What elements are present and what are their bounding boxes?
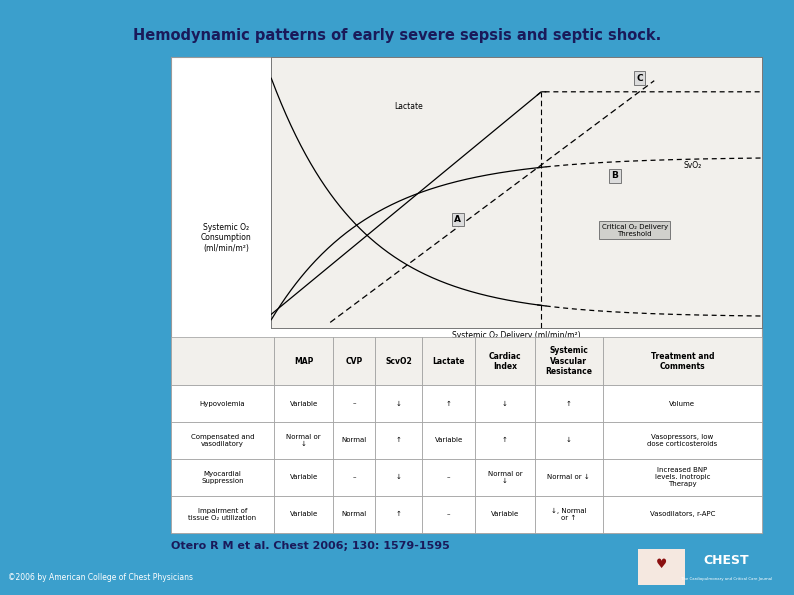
FancyBboxPatch shape — [603, 337, 762, 385]
Text: Vasodilators, r-APC: Vasodilators, r-APC — [649, 511, 715, 517]
FancyBboxPatch shape — [375, 459, 422, 496]
Text: ↑: ↑ — [565, 400, 572, 406]
Text: ↑: ↑ — [395, 437, 402, 443]
Text: Variable: Variable — [290, 400, 318, 406]
Text: ↑: ↑ — [445, 400, 452, 406]
FancyBboxPatch shape — [476, 496, 534, 533]
Text: –: – — [353, 400, 356, 406]
Text: Compensated and
vasodilatory: Compensated and vasodilatory — [191, 434, 254, 447]
FancyBboxPatch shape — [476, 337, 534, 385]
Text: Hypovolemia: Hypovolemia — [199, 400, 245, 406]
Text: Vasopressors, low
dose corticosteroids: Vasopressors, low dose corticosteroids — [647, 434, 718, 447]
FancyBboxPatch shape — [333, 337, 375, 385]
Text: MAP: MAP — [294, 357, 314, 366]
FancyBboxPatch shape — [333, 496, 375, 533]
Text: ↓: ↓ — [395, 400, 402, 406]
Text: Variable: Variable — [434, 437, 463, 443]
FancyBboxPatch shape — [375, 337, 422, 385]
Text: –: – — [447, 474, 450, 480]
FancyBboxPatch shape — [375, 496, 422, 533]
Text: Normal or
↓: Normal or ↓ — [488, 471, 522, 484]
Text: ScvO2: ScvO2 — [385, 357, 412, 366]
Text: Variable: Variable — [290, 474, 318, 480]
FancyBboxPatch shape — [476, 422, 534, 459]
FancyBboxPatch shape — [274, 385, 333, 422]
FancyBboxPatch shape — [333, 385, 375, 422]
Text: ↓: ↓ — [565, 437, 572, 443]
FancyBboxPatch shape — [422, 422, 476, 459]
Text: Variable: Variable — [290, 511, 318, 517]
FancyBboxPatch shape — [476, 385, 534, 422]
X-axis label: Systemic O₂ Delivery (ml/min/m²): Systemic O₂ Delivery (ml/min/m²) — [453, 331, 581, 340]
FancyBboxPatch shape — [333, 422, 375, 459]
FancyBboxPatch shape — [422, 459, 476, 496]
FancyBboxPatch shape — [171, 459, 274, 496]
Text: Otero R M et al. Chest 2006; 130: 1579-1595: Otero R M et al. Chest 2006; 130: 1579-1… — [171, 541, 449, 551]
Text: The Cardiopulmonary and Critical Care Journal: The Cardiopulmonary and Critical Care Jo… — [680, 577, 772, 581]
FancyBboxPatch shape — [476, 459, 534, 496]
Text: Normal: Normal — [341, 437, 367, 443]
FancyBboxPatch shape — [422, 385, 476, 422]
Text: Normal: Normal — [341, 511, 367, 517]
Text: ↓, Normal
or ↑: ↓, Normal or ↑ — [551, 508, 586, 521]
Text: Lactate: Lactate — [395, 102, 423, 111]
FancyBboxPatch shape — [638, 549, 685, 584]
Text: Treatment and
Comments: Treatment and Comments — [650, 352, 714, 371]
Text: Cardiac
Index: Cardiac Index — [488, 352, 521, 371]
FancyBboxPatch shape — [534, 337, 603, 385]
Text: ↑: ↑ — [502, 437, 508, 443]
FancyBboxPatch shape — [274, 459, 333, 496]
Text: Hemodynamic patterns of early severe sepsis and septic shock.: Hemodynamic patterns of early severe sep… — [133, 28, 661, 43]
Text: CHEST: CHEST — [703, 553, 749, 566]
Text: ↓: ↓ — [395, 474, 402, 480]
FancyBboxPatch shape — [171, 496, 274, 533]
Text: Variable: Variable — [491, 511, 519, 517]
FancyBboxPatch shape — [171, 422, 274, 459]
Text: Volume: Volume — [669, 400, 696, 406]
Text: –: – — [447, 511, 450, 517]
FancyBboxPatch shape — [274, 422, 333, 459]
Text: ♥: ♥ — [656, 558, 667, 571]
FancyBboxPatch shape — [603, 496, 762, 533]
Text: –: – — [353, 474, 356, 480]
FancyBboxPatch shape — [603, 459, 762, 496]
FancyBboxPatch shape — [333, 459, 375, 496]
FancyBboxPatch shape — [534, 459, 603, 496]
FancyBboxPatch shape — [534, 496, 603, 533]
FancyBboxPatch shape — [603, 422, 762, 459]
Text: SvO₂: SvO₂ — [684, 161, 702, 170]
Text: ↑: ↑ — [395, 511, 402, 517]
FancyBboxPatch shape — [422, 496, 476, 533]
FancyBboxPatch shape — [274, 337, 333, 385]
Text: B: B — [611, 171, 619, 180]
FancyBboxPatch shape — [422, 337, 476, 385]
Text: Myocardial
Suppression: Myocardial Suppression — [201, 471, 244, 484]
FancyBboxPatch shape — [274, 496, 333, 533]
FancyBboxPatch shape — [375, 385, 422, 422]
Text: Systemic O₂
Consumption
(ml/min/m²): Systemic O₂ Consumption (ml/min/m²) — [201, 223, 251, 253]
FancyBboxPatch shape — [534, 385, 603, 422]
Text: Normal or ↓: Normal or ↓ — [547, 474, 590, 480]
Text: Impairment of
tissue O₂ utilization: Impairment of tissue O₂ utilization — [188, 508, 256, 521]
Text: Lactate: Lactate — [433, 357, 465, 366]
Text: Systemic
Vascular
Resistance: Systemic Vascular Resistance — [545, 346, 592, 376]
Text: ©2006 by American College of Chest Physicians: ©2006 by American College of Chest Physi… — [8, 572, 193, 582]
FancyBboxPatch shape — [603, 385, 762, 422]
Text: A: A — [454, 215, 461, 224]
Text: Critical O₂ Delivery
Threshold: Critical O₂ Delivery Threshold — [602, 224, 668, 237]
FancyBboxPatch shape — [171, 337, 274, 385]
Text: CVP: CVP — [345, 357, 363, 366]
Text: Increased BNP
levels. Inotropic
Therapy: Increased BNP levels. Inotropic Therapy — [654, 467, 710, 487]
FancyBboxPatch shape — [375, 422, 422, 459]
Text: C: C — [636, 74, 643, 83]
Text: Normal or
↓: Normal or ↓ — [287, 434, 321, 447]
FancyBboxPatch shape — [534, 422, 603, 459]
Text: ↓: ↓ — [502, 400, 508, 406]
FancyBboxPatch shape — [171, 385, 274, 422]
